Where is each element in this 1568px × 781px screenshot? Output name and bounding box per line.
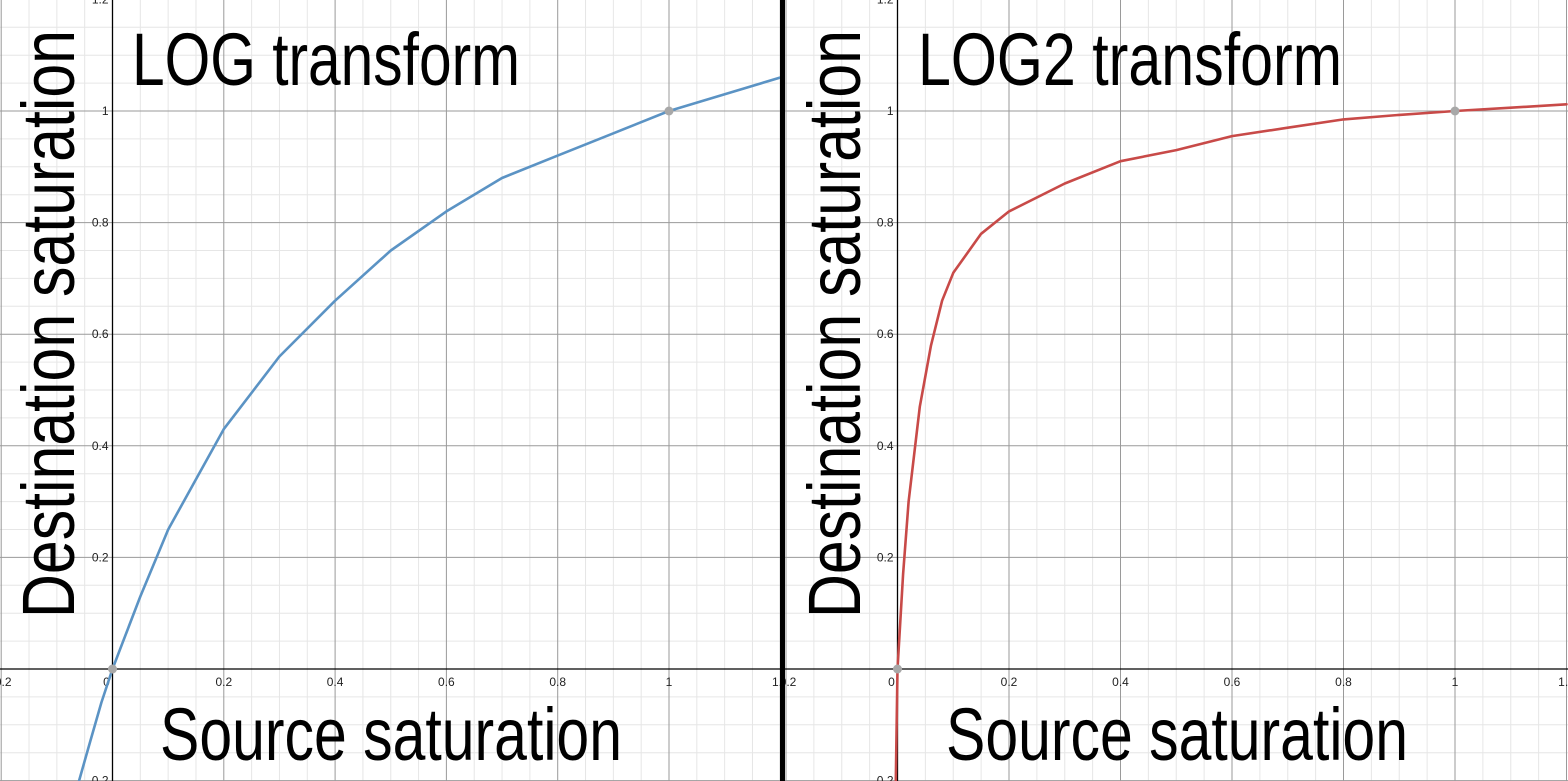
log-x-tick-label: 0.8 bbox=[549, 675, 566, 689]
log-y-tick-label: 1 bbox=[102, 104, 109, 118]
log2-y-tick-label: 0.6 bbox=[877, 327, 894, 341]
log-x-tick-label: 0.4 bbox=[327, 675, 344, 689]
panel-divider bbox=[780, 0, 785, 781]
log2-x-axis-label: Source saturation bbox=[946, 693, 1408, 776]
log-y-tick-label: 0.8 bbox=[92, 216, 109, 230]
log2-y-tick-label: 0.4 bbox=[877, 439, 894, 453]
log-x-tick-label: 1.2 bbox=[772, 675, 789, 689]
log-data-point bbox=[664, 106, 674, 116]
log-y-tick-label: 0.4 bbox=[92, 439, 109, 453]
log-y-axis-label: Destination saturation bbox=[7, 30, 90, 618]
log2-x-tick-label: 1 bbox=[1452, 675, 1459, 689]
log-chart-title: LOG transform bbox=[132, 18, 520, 101]
log-series-line bbox=[77, 76, 780, 781]
log2-series-line bbox=[894, 103, 1568, 781]
log-x-tick-label: -0.2 bbox=[0, 675, 12, 689]
log-grid: -0.2 0 0.2 0.4 0.6 0.8 1 1.2 -0.2 0.2 0.4 0.6 0.8 1 1.… bbox=[0, 0, 789, 781]
log-y-tick-label: -0.2 bbox=[88, 774, 109, 781]
log-x-tick-label: 0.2 bbox=[215, 675, 232, 689]
log2-data-point bbox=[1450, 106, 1460, 116]
log-plot-area: -0.2 0 0.2 0.4 0.6 0.8 1 1.2 -0.2 0.2 0.4 0.6 0.8 1 1.… bbox=[0, 0, 789, 781]
log-y-tick-label: 0.6 bbox=[92, 327, 109, 341]
log2-x-tick-label: 0.4 bbox=[1112, 675, 1129, 689]
log-transform-panel: -0.2 0 0.2 0.4 0.6 0.8 1 1.2 -0.2 0.2 0.4 0.6 0.8 1 1.… bbox=[0, 0, 789, 781]
log2-x-tick-label: 0 bbox=[888, 675, 895, 689]
log2-y-tick-label: -0.2 bbox=[873, 774, 894, 781]
log2-y-tick-label: 1.2 bbox=[877, 0, 894, 6]
log2-y-axis-label: Destination saturation bbox=[793, 30, 876, 618]
log-y-tick-label: 0.2 bbox=[92, 550, 109, 564]
log2-x-tick-label: 0.6 bbox=[1224, 675, 1241, 689]
log2-y-tick-label: 1 bbox=[887, 104, 894, 118]
log2-y-tick-label: 0.2 bbox=[877, 550, 894, 564]
log2-x-tick-label: -0.2 bbox=[776, 675, 797, 689]
log2-x-tick-label: 0.8 bbox=[1335, 675, 1352, 689]
log-x-tick-label: 1 bbox=[666, 675, 673, 689]
log2-data-point bbox=[893, 664, 902, 674]
log-y-tick-label: 1.2 bbox=[92, 0, 109, 6]
log2-x-tick-label: 0.2 bbox=[1001, 675, 1018, 689]
log2-x-tick-label: 1.2 bbox=[1558, 675, 1568, 689]
log-data-point bbox=[108, 664, 117, 674]
log2-y-tick-label: 0.8 bbox=[877, 216, 894, 230]
log-x-tick-label: 0.6 bbox=[438, 675, 455, 689]
log-x-axis-label: Source saturation bbox=[160, 693, 622, 776]
log-x-tick-label: 0 bbox=[103, 675, 110, 689]
log2-chart-title: LOG2 transform bbox=[918, 18, 1342, 101]
